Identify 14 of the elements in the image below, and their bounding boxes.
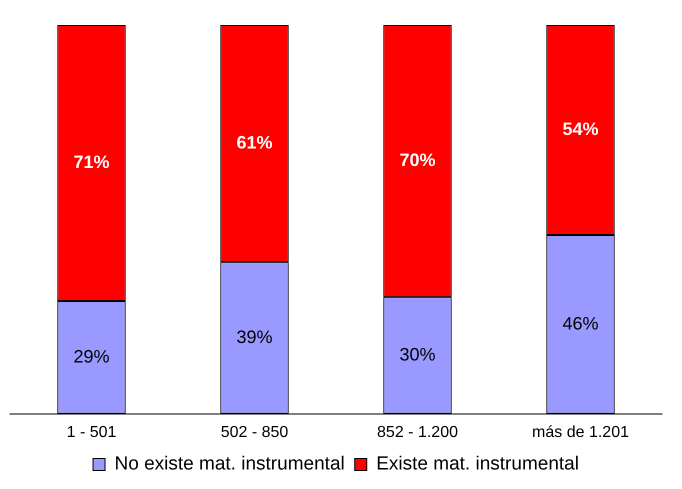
data-label: 39% — [236, 326, 273, 347]
data-label: 71% — [73, 152, 110, 172]
legend-label: No existe mat. instrumental — [114, 454, 345, 475]
data-label: 54% — [562, 118, 599, 139]
data-label: 46% — [562, 313, 599, 334]
x-tick-label: 502 - 850 — [220, 424, 288, 441]
legend-label: Existe mat. instrumental — [376, 454, 579, 475]
x-tick-label: más de 1.201 — [532, 424, 630, 441]
data-label: 29% — [73, 346, 110, 366]
x-tick-label: 1 - 501 — [66, 424, 117, 441]
data-label: 30% — [399, 344, 436, 364]
data-label: 61% — [236, 132, 273, 153]
x-tick-label: 852 - 1.200 — [377, 424, 458, 441]
data-label: 70% — [399, 150, 436, 170]
